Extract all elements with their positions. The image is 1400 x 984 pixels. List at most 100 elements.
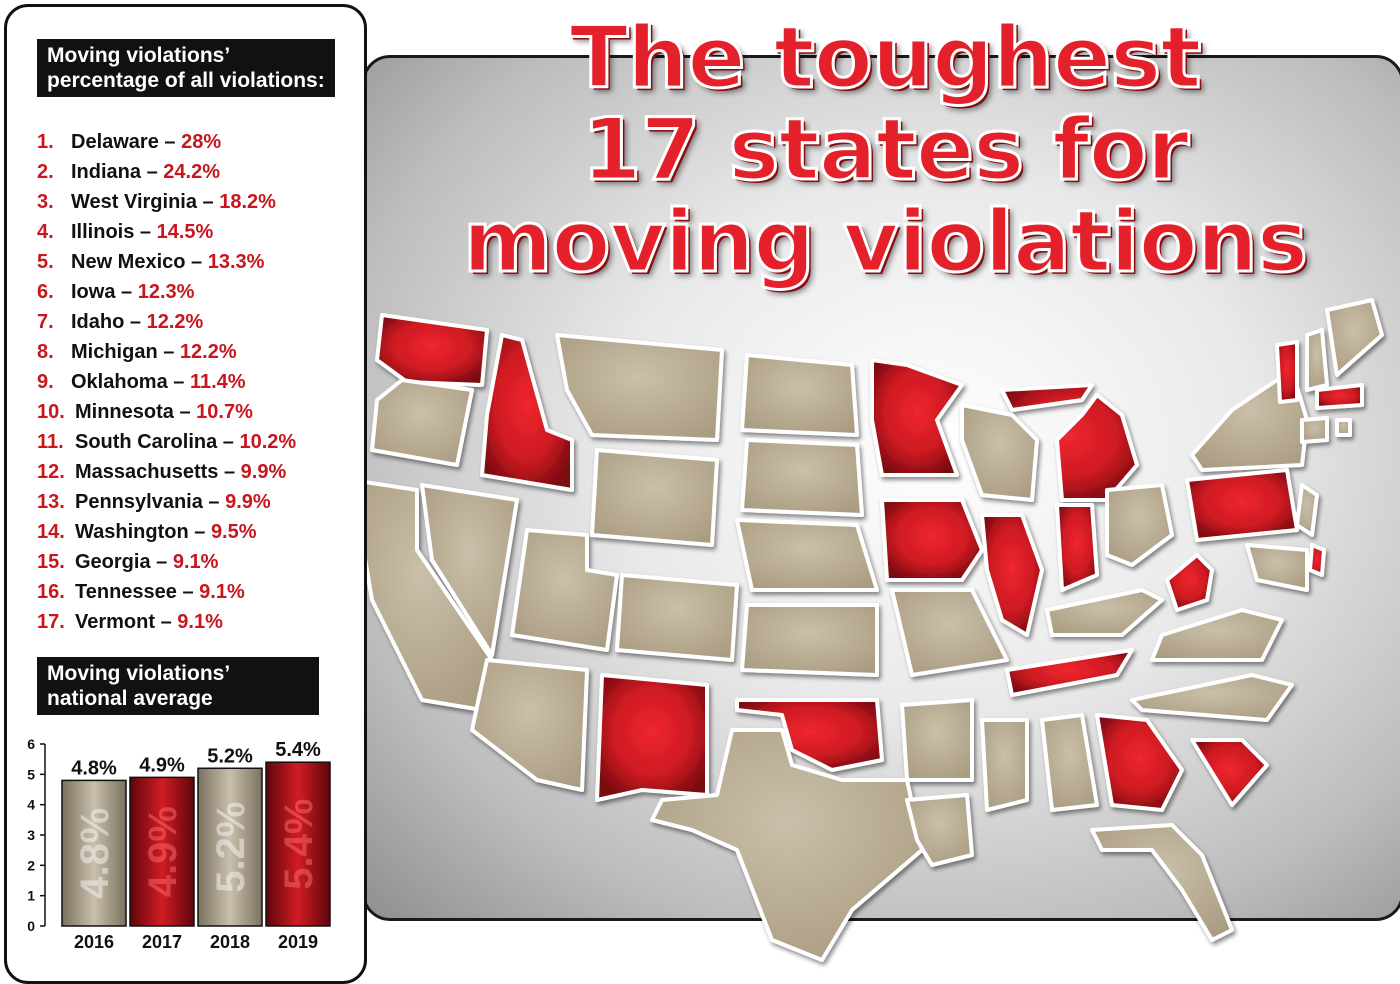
ranking-item: 3. West Virginia – 18.2% [37, 187, 296, 217]
state-idaho [480, 333, 574, 492]
ranking-dash: – [115, 281, 138, 303]
ranking-item: 6. Iowa – 12.3% [37, 277, 296, 307]
ranking-number: 1. [37, 131, 54, 153]
ranking-heading-line2: percentage of all violations: [47, 69, 325, 92]
x-tick-label: 2016 [74, 932, 114, 952]
state-kentucky [1045, 588, 1164, 637]
ranking-state: West Virginia [71, 191, 197, 213]
y-tick-label: 3 [27, 827, 35, 843]
ranking-number: 15. [37, 551, 65, 573]
state-virginia [1150, 608, 1284, 662]
state-arizona [470, 658, 589, 792]
ranking-number: 4. [37, 221, 54, 243]
ranking-item: 12. Massachusetts – 9.9% [37, 457, 296, 487]
ranking-number: 2. [37, 161, 54, 183]
ranking-list: 1. Delaware – 28% 2. Indiana – 24.2% 3. West … [37, 127, 296, 637]
state-rhode-island [1335, 418, 1352, 437]
title-line-3: moving violations [461, 192, 1309, 292]
bar-value-label: 5.2% [207, 745, 253, 767]
bar-watermark-label: 5.2% [209, 802, 253, 893]
state-kansas [740, 603, 879, 677]
ranking-number: 10. [37, 401, 65, 423]
bar-value-label: 4.9% [139, 754, 185, 776]
state-pennsylvania [1185, 468, 1299, 542]
state-south-dakota [740, 438, 864, 517]
state-vermont [1275, 340, 1299, 404]
state-arkansas [900, 698, 974, 782]
x-tick-label: 2019 [278, 932, 318, 952]
state-colorado [615, 573, 739, 662]
bar [129, 776, 195, 927]
us-map [362, 298, 1384, 962]
ranking-state: New Mexico [71, 251, 186, 273]
state-delaware [1308, 543, 1326, 577]
national-heading-line2: national average [47, 687, 213, 710]
bar [61, 779, 127, 927]
ranking-item: 11. South Carolina – 10.2% [37, 427, 296, 457]
bar-watermark-label: 5.4% [277, 799, 321, 890]
ranking-percent: 12.2% [179, 341, 237, 363]
ranking-item: 1. Delaware – 28% [37, 127, 296, 157]
state-maine [1325, 298, 1384, 377]
ranking-percent: 24.2% [163, 161, 220, 183]
ranking-number: 6. [37, 281, 54, 303]
state-south-carolina [1190, 738, 1269, 807]
ranking-number: 17. [37, 611, 65, 633]
ranking-state: Georgia [75, 551, 151, 573]
state-illinois [980, 513, 1044, 637]
ranking-dash: – [217, 431, 240, 453]
ranking-item: 9. Oklahoma – 11.4% [37, 367, 296, 397]
ranking-state: Massachusetts [75, 461, 219, 483]
ranking-dash: – [124, 311, 147, 333]
ranking-percent: 10.7% [196, 401, 253, 423]
ranking-number: 11. [37, 431, 64, 453]
ranking-percent: 11.4% [189, 371, 246, 393]
bar [197, 767, 263, 927]
state-minnesota [870, 358, 964, 477]
state-washington [375, 313, 489, 387]
ranking-item: 14. Washington – 9.5% [37, 517, 296, 547]
x-tick-label: 2018 [210, 932, 250, 952]
ranking-percent: 9.9% [240, 461, 287, 483]
ranking-dash: – [196, 191, 220, 213]
ranking-dash: – [202, 491, 226, 513]
ranking-heading-line1: Moving violations’ [47, 44, 231, 67]
ranking-item: 4. Illinois – 14.5% [37, 217, 296, 247]
ranking-percent: 9.1% [199, 581, 245, 603]
bar-value-label: 4.8% [71, 757, 117, 779]
ranking-state: Indiana [71, 161, 142, 183]
x-tick-label: 2017 [142, 932, 182, 952]
ranking-percent: 10.2% [239, 431, 297, 453]
state-oklahoma [735, 698, 884, 772]
ranking-percent: 28% [181, 131, 222, 153]
state-tennessee [1005, 648, 1134, 697]
state-nevada [420, 483, 519, 657]
page-title: The toughest 17 states for moving violat… [400, 11, 1370, 292]
state-georgia [1095, 713, 1184, 812]
state-connecticut [1300, 416, 1329, 444]
ranking-number: 13. [37, 491, 65, 513]
ranking-percent: 12.2% [146, 311, 204, 333]
ranking-dash: – [150, 551, 173, 573]
ranking-number: 12. [37, 461, 65, 483]
state-missouri [890, 588, 1009, 677]
state-indiana [1055, 503, 1099, 592]
ranking-number: 5. [37, 251, 54, 273]
ranking-state: Oklahoma [71, 371, 168, 393]
ranking-heading: Moving violations’ percentage of all vio… [37, 39, 335, 97]
bar-value-label: 5.4% [275, 739, 321, 761]
ranking-state: Michigan [71, 341, 158, 363]
state-texas [650, 728, 924, 962]
ranking-percent: 9.1% [177, 611, 223, 633]
ranking-item: 8. Michigan – 12.2% [37, 337, 296, 367]
national-average-bar-chart: 0 1 2 3 4 5 6 4.8% 4.8% 2016 4.9% 4.9% 2017 5.2% 5.2% 2… [27, 736, 331, 952]
ranking-dash: – [155, 611, 178, 633]
state-mississippi [980, 718, 1029, 812]
state-wisconsin [960, 403, 1039, 502]
bar-watermark-label: 4.9% [141, 806, 185, 897]
state-wyoming [590, 448, 719, 547]
ranking-number: 7. [37, 311, 54, 333]
ranking-state: South Carolina [75, 431, 218, 453]
ranking-state: Vermont [75, 611, 156, 633]
ranking-dash: – [218, 461, 241, 483]
